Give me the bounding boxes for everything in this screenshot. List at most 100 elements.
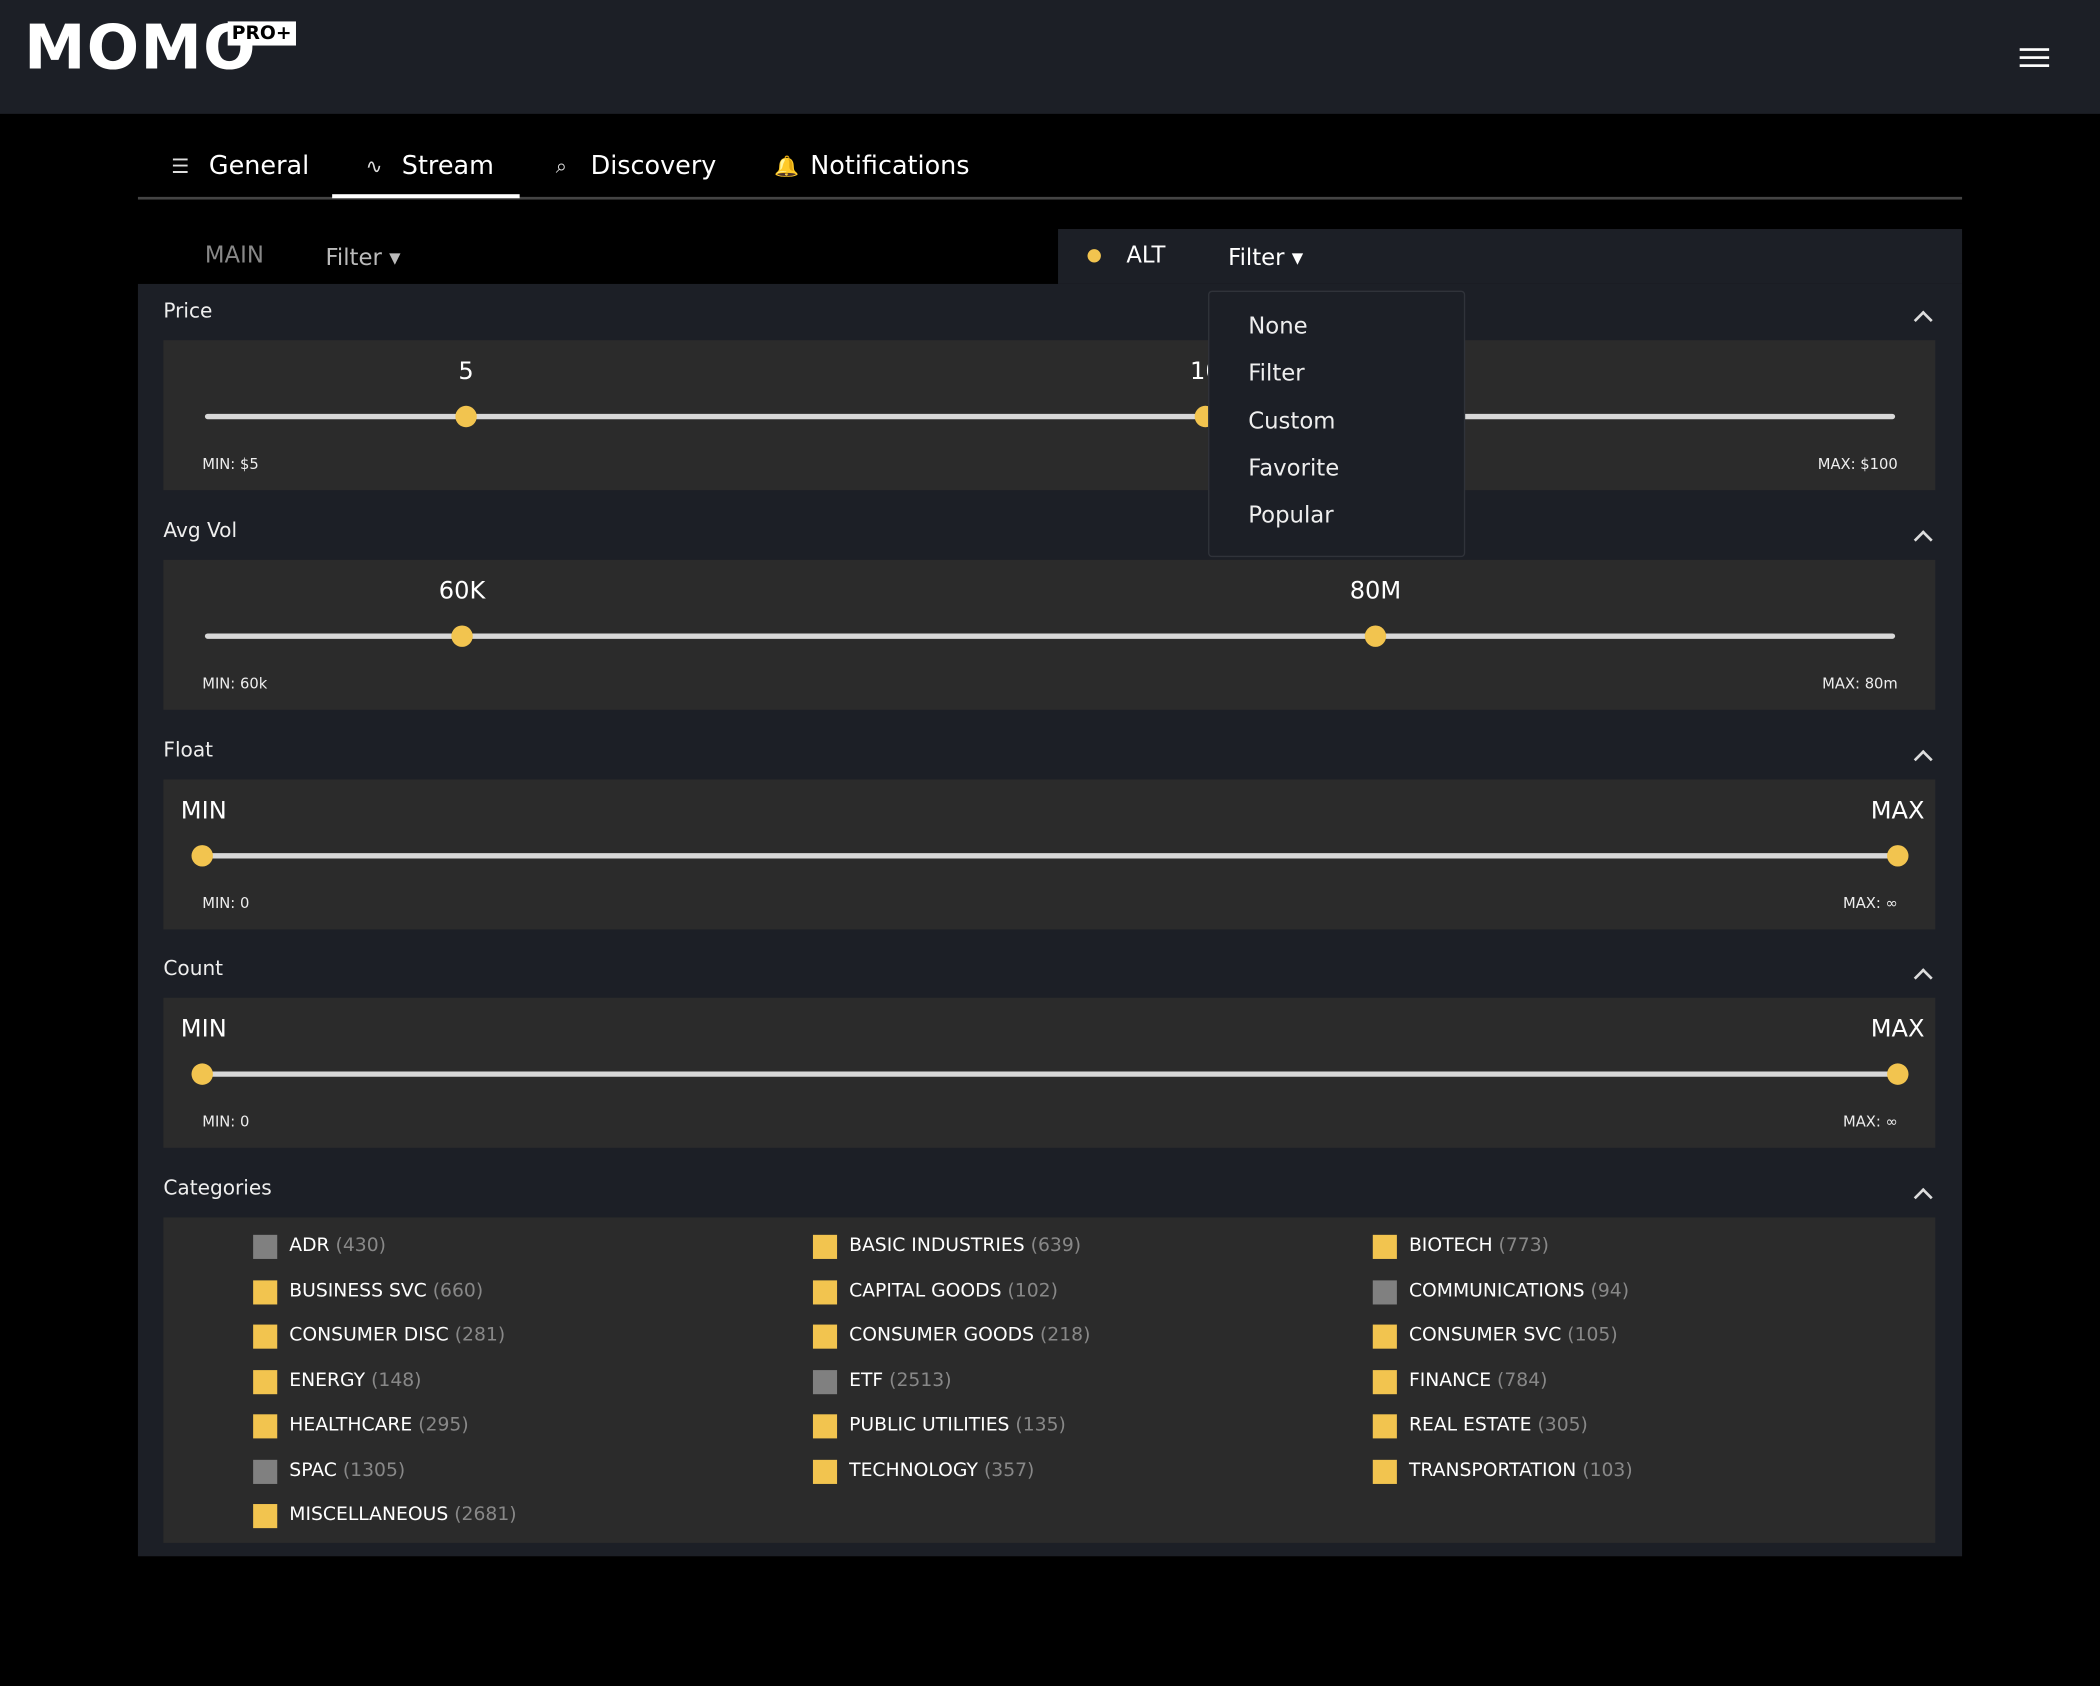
category-label[interactable]: CONSUMER SVC (105) — [1409, 1325, 1618, 1346]
checkbox[interactable] — [1372, 1234, 1397, 1259]
logo[interactable]: MOMO — [24, 10, 257, 84]
tab-icon[interactable]: ∿ — [365, 154, 383, 179]
main-tab[interactable]: MAIN — [204, 242, 264, 270]
category-label[interactable]: TRANSPORTATION (103) — [1409, 1459, 1633, 1480]
slider-handle[interactable] — [191, 1063, 213, 1085]
category-label[interactable]: BIOTECH (773) — [1409, 1235, 1549, 1256]
checkbox[interactable] — [253, 1504, 278, 1529]
category-label[interactable]: ENERGY (148) — [289, 1369, 421, 1390]
tab-label[interactable]: General — [208, 151, 310, 181]
category-label[interactable]: COMMUNICATIONS (94) — [1409, 1280, 1629, 1301]
slider-label: 80M — [1349, 577, 1402, 606]
checkbox[interactable] — [253, 1369, 278, 1394]
category-label[interactable]: BUSINESS SVC (660) — [289, 1280, 483, 1301]
category-name: CAPITAL GOODS — [849, 1279, 1002, 1302]
tab-label[interactable]: Notifications — [810, 151, 970, 181]
category-count: (357) — [983, 1459, 1035, 1481]
checkbox[interactable] — [812, 1459, 838, 1484]
category-count: (639) — [1030, 1234, 1082, 1257]
category-label[interactable]: ETF (2513) — [849, 1369, 951, 1390]
category-name: CONSUMER DISC — [289, 1324, 449, 1346]
checkbox[interactable] — [1372, 1459, 1397, 1484]
category-name: ENERGY — [289, 1369, 366, 1391]
checkbox[interactable] — [253, 1324, 278, 1349]
category-count: (94) — [1590, 1279, 1630, 1302]
checkbox[interactable] — [1372, 1279, 1397, 1304]
filter-button[interactable]: Filter ▾ — [1228, 245, 1304, 272]
slider-handle[interactable] — [1364, 625, 1387, 647]
slider-label: 5 — [458, 357, 474, 386]
category-label[interactable]: TECHNOLOGY (357) — [849, 1459, 1034, 1480]
category-count: (305) — [1537, 1414, 1588, 1436]
checkbox[interactable] — [1372, 1414, 1397, 1439]
dropdown-item[interactable]: None — [1248, 313, 1308, 341]
category-count: (784) — [1497, 1369, 1548, 1391]
category-label[interactable]: FINANCE (784) — [1409, 1369, 1548, 1390]
tab-label[interactable]: Stream — [401, 151, 494, 181]
category-name: ETF — [849, 1369, 884, 1391]
tab-rule — [137, 196, 1963, 200]
category-label[interactable]: REAL ESTATE (305) — [1409, 1414, 1588, 1435]
checkbox[interactable] — [1372, 1324, 1397, 1349]
slider-handle[interactable] — [455, 405, 477, 428]
checkbox[interactable] — [253, 1414, 278, 1439]
checkbox[interactable] — [812, 1369, 838, 1394]
category-label[interactable]: ADR (430) — [289, 1235, 386, 1256]
category-name: HEALTHCARE — [289, 1414, 413, 1436]
dropdown-item[interactable]: Popular — [1248, 502, 1334, 530]
menu-button[interactable] — [2019, 48, 2050, 67]
max-label: MAX: 80m — [1822, 675, 1898, 693]
category-label[interactable]: HEALTHCARE (295) — [289, 1414, 468, 1435]
checkbox[interactable] — [253, 1459, 278, 1484]
section-title: Categories — [163, 1175, 272, 1201]
dropdown-item[interactable]: Custom — [1248, 407, 1336, 435]
category-count: (148) — [371, 1369, 422, 1391]
category-label[interactable]: MISCELLANEOUS (2681) — [289, 1504, 516, 1525]
dropdown-item[interactable]: Favorite — [1248, 455, 1340, 483]
slider-handle[interactable] — [1887, 1063, 1909, 1085]
tab-icon[interactable]: ⌕ — [555, 154, 568, 179]
badge: PRO+ — [227, 21, 296, 46]
category-name: BASIC INDUSTRIES — [849, 1234, 1025, 1257]
alt-label[interactable]: ALT — [1126, 242, 1166, 270]
slider-handle[interactable] — [1887, 845, 1909, 867]
category-label[interactable]: CAPITAL GOODS (102) — [849, 1280, 1058, 1301]
category-count: (773) — [1498, 1234, 1549, 1257]
category-name: REAL ESTATE — [1408, 1414, 1532, 1436]
checkbox[interactable] — [253, 1279, 278, 1304]
checkbox[interactable] — [812, 1414, 838, 1439]
category-label[interactable]: PUBLIC UTILITIES (135) — [849, 1414, 1066, 1435]
category-label[interactable]: BASIC INDUSTRIES (639) — [849, 1235, 1081, 1256]
category-label[interactable]: CONSUMER GOODS (218) — [849, 1325, 1090, 1346]
tab-label[interactable]: Discovery — [590, 151, 717, 181]
category-count: (295) — [418, 1414, 469, 1436]
category-count: (660) — [432, 1279, 484, 1302]
max-label: MAX: ∞ — [1842, 894, 1898, 913]
category-count: (281) — [454, 1324, 506, 1346]
slider-handle[interactable] — [191, 845, 213, 867]
category-label[interactable]: SPAC (1305) — [289, 1459, 405, 1480]
checkbox[interactable] — [1372, 1369, 1397, 1394]
category-name: TECHNOLOGY — [849, 1459, 978, 1481]
category-count: (2681) — [454, 1504, 517, 1526]
filter-button[interactable]: Filter ▾ — [325, 245, 401, 272]
category-count: (102) — [1007, 1279, 1058, 1302]
slider-track — [204, 633, 1896, 639]
category-count: (1305) — [342, 1459, 406, 1481]
tab-icon[interactable]: ☰ — [171, 154, 190, 179]
alt-tab[interactable] — [1058, 229, 1963, 284]
tab-icon[interactable]: 🔔 — [774, 154, 800, 179]
dropdown-item[interactable]: Filter — [1248, 360, 1305, 388]
category-name: MISCELLANEOUS — [289, 1504, 449, 1526]
slider-label: MAX — [1870, 1015, 1925, 1044]
checkbox[interactable] — [812, 1324, 838, 1349]
category-label[interactable]: CONSUMER DISC (281) — [289, 1325, 505, 1346]
checkbox[interactable] — [253, 1234, 278, 1259]
slider-track — [204, 1071, 1896, 1077]
min-label: MIN: 60k — [202, 675, 268, 693]
slider-handle[interactable] — [451, 625, 473, 647]
checkbox[interactable] — [812, 1279, 838, 1304]
min-label: MIN: 0 — [202, 894, 250, 913]
checkbox[interactable] — [812, 1234, 838, 1259]
